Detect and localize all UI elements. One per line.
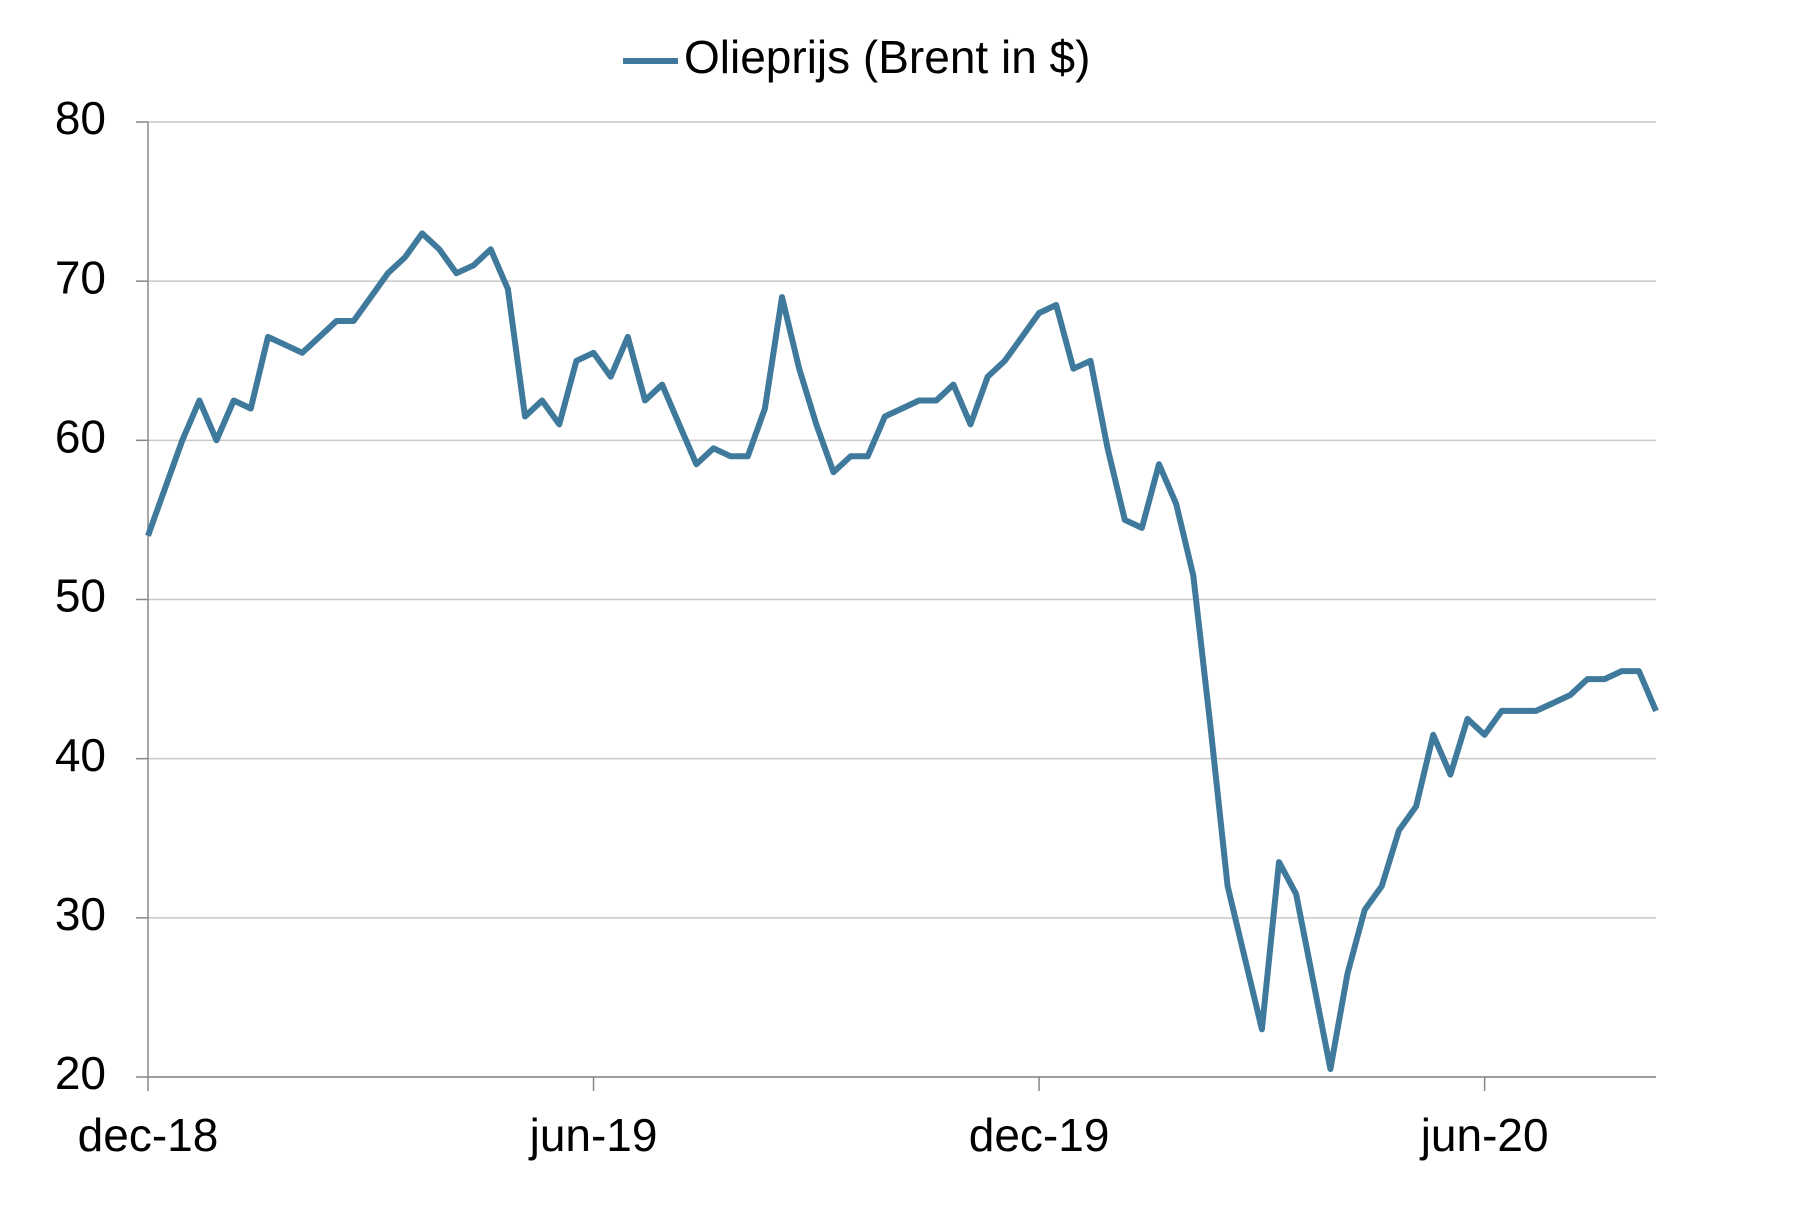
x-tick-label: jun-20 [1419, 1109, 1549, 1161]
y-tick-label: 20 [55, 1047, 106, 1099]
data-line [145, 230, 1659, 1072]
y-tick-label: 30 [55, 888, 106, 940]
x-tick-label: jun-19 [528, 1109, 658, 1161]
x-tick-label: dec-19 [969, 1109, 1110, 1161]
y-tick-label: 40 [55, 729, 106, 781]
y-tick-label: 80 [55, 92, 106, 144]
x-tick-label: dec-18 [78, 1109, 219, 1161]
legend-label: Olieprijs (Brent in $) [684, 31, 1090, 83]
y-tick-label: 60 [55, 410, 106, 462]
y-tick-label: 70 [55, 251, 106, 303]
y-tick-label: 50 [55, 570, 106, 622]
